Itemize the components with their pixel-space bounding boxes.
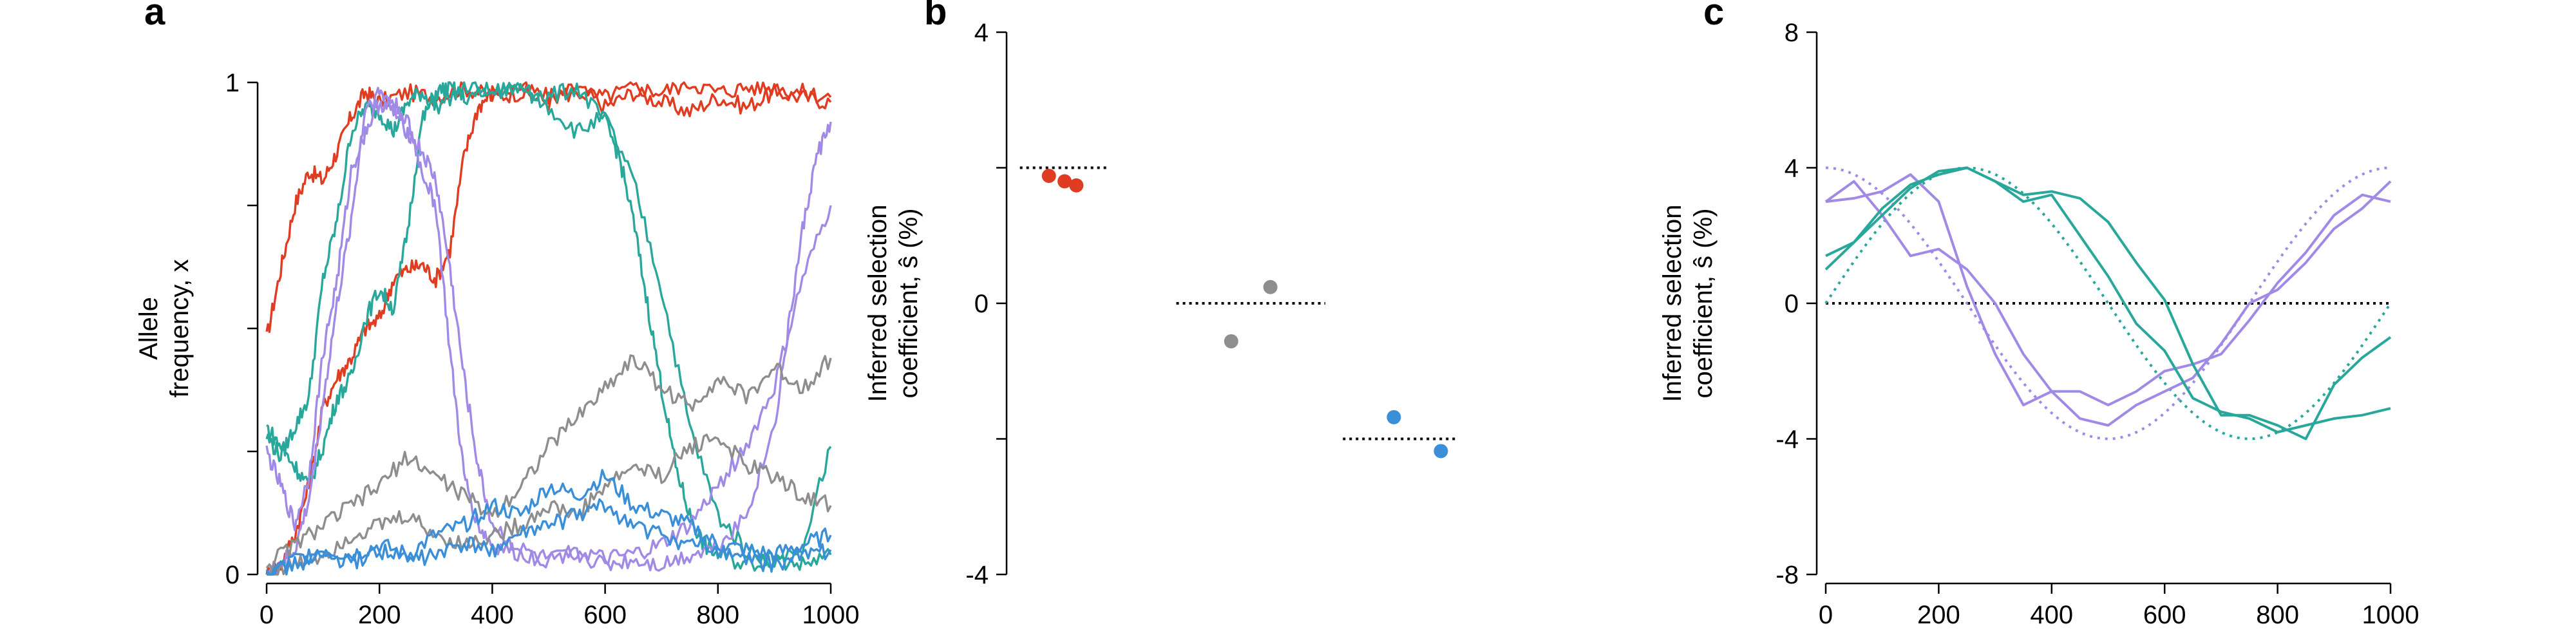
trajectory-line [267, 498, 832, 576]
true-selection-curve [1824, 166, 2392, 440]
y-tick-label: -4 [965, 561, 989, 589]
y-axis-label-line: Inferred selection [1658, 205, 1687, 402]
trajectory-line [265, 354, 832, 570]
y-axis-label: Inferred selection coefficient, ŝ (%) [864, 205, 923, 402]
panel-c: c -8 -4 0 4 8 0 200 400 600 800 1000 Inferred select… [1658, 0, 2419, 629]
inferred-point [1434, 444, 1448, 459]
inferred-selection-curve [1824, 166, 2391, 433]
panel-b: b -4 0 4 Inferred selection coefficient, ŝ (%… [864, 0, 1459, 589]
trajectory-line [266, 433, 832, 576]
y-tick-label: -4 [1776, 426, 1799, 454]
x-tick-label: 800 [696, 601, 739, 629]
y-axis-label: Inferred selection coefficient, ŝ (%) [1658, 205, 1718, 402]
y-axis-label-line: Allele [135, 297, 163, 360]
y-tick-label: 4 [974, 19, 989, 47]
x-tick-label: 1000 [2362, 601, 2420, 629]
y-axis-label-line: frequency, x [166, 260, 194, 398]
y-tick-label: 1 [225, 69, 240, 97]
y-axis-label-line: coefficient, ŝ (%) [895, 209, 923, 399]
y-tick-label: 4 [1785, 155, 1799, 183]
y-axis-label-line: Inferred selection [864, 205, 892, 402]
inferred-point [1069, 178, 1084, 193]
inferred-selection-curve [1825, 173, 2391, 406]
x-tick-label: 400 [471, 601, 514, 629]
inferred-point [1057, 174, 1072, 189]
x-tick-label: 200 [358, 601, 401, 629]
inferred-point [1041, 169, 1056, 184]
y-tick-label: -8 [1776, 561, 1799, 589]
inferred-selection-curve [1825, 166, 2392, 440]
y-tick-label: 8 [1785, 19, 1799, 47]
x-tick-label: 0 [1819, 601, 1833, 629]
trajectory-line [265, 99, 832, 572]
x-tick-label: 400 [2030, 601, 2073, 629]
panel-a: a 0 1 0 200 400 600 800 1000 Allele frequency, x [135, 0, 859, 629]
inferred-point [1387, 410, 1401, 424]
trajectory-line [266, 81, 832, 571]
panel-letter-b: b [924, 0, 947, 33]
x-tick-label: 600 [2143, 601, 2186, 629]
y-tick-label: 0 [225, 561, 240, 589]
panel-letter-c: c [1703, 0, 1724, 33]
x-tick-label: 200 [1917, 601, 1960, 629]
inferred-point [1224, 334, 1238, 348]
trajectory-line [266, 86, 832, 576]
trajectory-line [265, 81, 832, 576]
y-axis-label: Allele frequency, x [135, 260, 194, 398]
x-tick-label: 1000 [802, 601, 860, 629]
inferred-selection-curve [1824, 180, 2392, 427]
y-tick-label: 0 [1785, 290, 1799, 318]
y-tick-label: 0 [974, 290, 989, 318]
trajectory-line [265, 81, 832, 334]
inferred-point [1263, 279, 1278, 294]
y-axis-label-line: coefficient, ŝ (%) [1689, 209, 1718, 399]
trajectory-line [265, 81, 832, 572]
x-tick-label: 800 [2256, 601, 2299, 629]
true-selection-curve [1825, 166, 2391, 440]
x-tick-label: 0 [260, 601, 274, 629]
x-tick-label: 600 [583, 601, 627, 629]
panel-letter-a: a [144, 0, 166, 33]
